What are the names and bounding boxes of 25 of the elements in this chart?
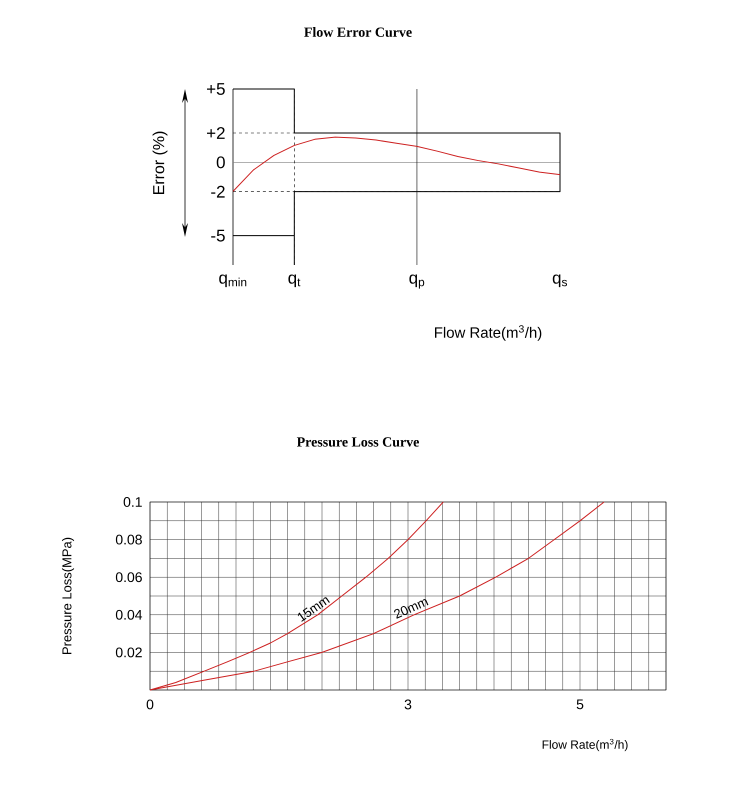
x-tick-label: 5 [576, 700, 584, 710]
text: 20mm [394, 599, 428, 619]
y-tick-label: 0.06 [116, 572, 142, 582]
x-axis-title: Flow Rate(m$^{3}$/h) [542, 738, 628, 752]
chart-title: Flow Error Curve [304, 27, 412, 37]
line-series [232, 136, 561, 192]
x-tick-label: 0 [146, 699, 154, 710]
y-tick-label: 0.02 [116, 647, 142, 658]
chart-title: Pressure Loss Curve [296, 437, 419, 447]
x-tick-label: q$_{s}$ [552, 274, 567, 288]
x-tick-label: q$_{p}$ [409, 274, 424, 289]
x-axis-title: Flow Rate(m$^{3}$/h) [435, 325, 542, 341]
y-tick-label: -5 [211, 230, 225, 242]
y-tick-label: 0.1 [124, 497, 142, 507]
y-axis-title: Error (%) [152, 132, 168, 194]
y-tick-label: +2 [207, 127, 225, 139]
y-axis-title: Pressure Loss(MPa) [62, 538, 74, 654]
x-tick-label: q$_{min}$ [219, 274, 246, 288]
y-tick-label: +5 [207, 83, 225, 95]
y-tick-label: 0.04 [116, 610, 142, 620]
y-tick-label: -2 [211, 186, 225, 198]
x-tick-label: 3 [404, 699, 412, 710]
y-tick-label: 0 [216, 156, 225, 168]
x-tick-label: q$_{t}$ [288, 274, 300, 288]
y-tick-label: 0.08 [116, 534, 142, 545]
